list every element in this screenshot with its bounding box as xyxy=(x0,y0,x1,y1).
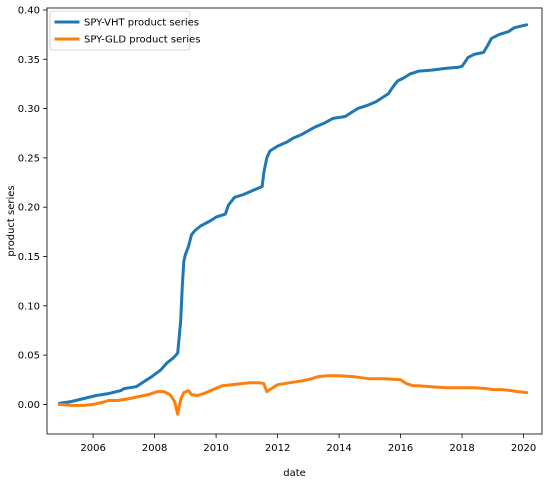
y-tick-label: 0.00 xyxy=(18,400,40,411)
x-tick-label: 2010 xyxy=(203,443,228,454)
y-axis-ticks: 0.00 0.05 0.10 0.15 0.20 0.25 0.30 0.35 0.40 xyxy=(18,5,47,411)
y-tick-label: 0.35 xyxy=(18,55,40,66)
x-tick-label: 2012 xyxy=(265,443,290,454)
x-axis-ticks: 2006 2008 2010 2012 2014 2016 2018 2020 xyxy=(80,434,536,454)
x-tick-label: 2018 xyxy=(449,443,474,454)
y-tick-label: 0.05 xyxy=(18,351,40,362)
legend-label-spy-gld: SPY-GLD product series xyxy=(84,35,201,46)
y-tick-label: 0.25 xyxy=(18,153,40,164)
y-tick-label: 0.10 xyxy=(18,301,40,312)
plot-area xyxy=(46,7,543,435)
y-tick-label: 0.40 xyxy=(18,5,40,16)
y-tick-label: 0.30 xyxy=(18,104,40,115)
y-tick-label: 0.15 xyxy=(18,252,40,263)
series-line-spy-vht xyxy=(57,23,529,405)
y-tick-label: 0.20 xyxy=(18,203,40,214)
x-tick-label: 2008 xyxy=(142,443,167,454)
series-layer xyxy=(57,23,529,416)
x-tick-label: 2014 xyxy=(326,443,351,454)
legend-label-spy-vht: SPY-VHT product series xyxy=(84,18,199,29)
series-line-spy-gld xyxy=(57,374,529,416)
x-tick-label: 2006 xyxy=(80,443,105,454)
y-axis-label: product series xyxy=(6,185,17,256)
x-tick-label: 2020 xyxy=(511,443,536,454)
legend: SPY-VHT product series SPY-GLD product s… xyxy=(49,10,201,51)
x-axis-label: date xyxy=(283,468,306,479)
legend-box xyxy=(49,10,191,51)
x-tick-label: 2016 xyxy=(388,443,413,454)
